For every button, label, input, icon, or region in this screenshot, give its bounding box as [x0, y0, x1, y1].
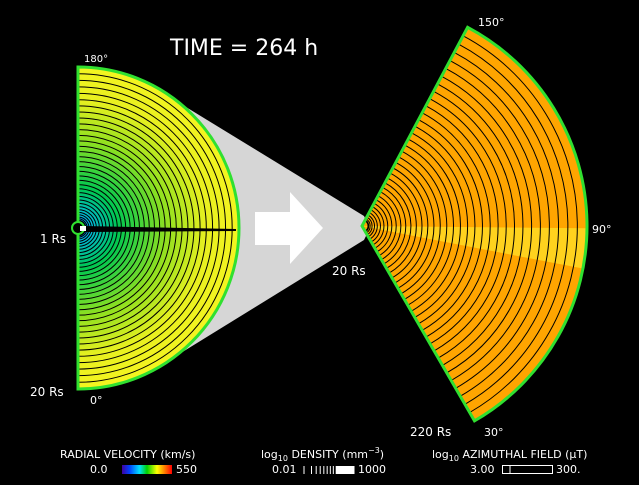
legend-min: 0.01: [272, 463, 297, 476]
contour: [373, 202, 389, 249]
legend-label: log10 AZIMUTHAL FIELD (μT): [432, 448, 587, 463]
contour: [433, 90, 515, 359]
legend-label-part: 10: [278, 454, 288, 463]
angle-label: 150°: [478, 16, 505, 29]
legend-min: 0.0: [90, 463, 108, 476]
stripe-solid: [336, 466, 354, 474]
contour: [387, 177, 417, 274]
contour: [78, 86, 220, 370]
legend-max: 550: [176, 463, 197, 476]
angle-label: 0°: [90, 394, 103, 407]
contour: [372, 206, 385, 246]
contour: [78, 92, 214, 364]
left-outline: [76, 65, 241, 391]
contour: [407, 138, 461, 312]
sun-marker: [80, 226, 86, 231]
contour: [437, 83, 524, 366]
contour: [441, 75, 533, 374]
contour: [411, 132, 469, 318]
contour: [78, 111, 195, 345]
legend-label-part: ): [380, 448, 384, 461]
angle-label: 90°: [592, 223, 612, 236]
contour: [454, 52, 560, 397]
right-outline: [360, 25, 589, 423]
title: TIME = 264 h: [169, 36, 318, 61]
legend-label-part: 10: [449, 454, 459, 463]
contour: [462, 35, 578, 413]
contour: [78, 105, 201, 351]
density-bar: [303, 466, 355, 474]
contour: [425, 105, 499, 345]
contour: [380, 191, 402, 261]
contour: [370, 209, 381, 243]
contour: [398, 156, 441, 295]
contour: [384, 182, 412, 269]
contour: [375, 199, 393, 253]
contour: [367, 214, 376, 238]
legend-max: 1000: [358, 463, 386, 476]
contour: [395, 162, 435, 289]
legend-max: 300.: [556, 463, 581, 476]
radius-label: 20 Rs: [30, 385, 64, 399]
legend-label-part: log: [261, 448, 278, 461]
contour: [78, 99, 207, 357]
contour: [78, 79, 226, 377]
contour: [414, 125, 476, 325]
contour: [429, 98, 507, 352]
contour: [368, 212, 378, 240]
contour: [449, 60, 550, 389]
angle-label: 180°: [84, 54, 108, 65]
legend-label-part: AZIMUTHAL FIELD (μT): [459, 448, 587, 461]
contour: [377, 195, 397, 257]
legend-label-part: RADIAL VELOCITY (km/s): [60, 448, 195, 461]
contour: [389, 172, 423, 279]
angle-label: 30°: [484, 426, 504, 439]
streamer-band: [362, 226, 587, 272]
contour: [78, 117, 189, 339]
contour: [404, 144, 454, 306]
legend-label-part: log: [432, 448, 449, 461]
legend-label: log10 DENSITY (mm−3): [261, 446, 384, 463]
contour: [458, 43, 569, 405]
contour: [445, 68, 541, 381]
contour: [366, 216, 373, 236]
radius-label: 20 Rs: [332, 264, 366, 278]
radius-label: 1 Rs: [40, 232, 66, 246]
contour: [78, 73, 233, 383]
field-bar: [502, 465, 553, 474]
contour: [401, 150, 448, 300]
contour: [421, 112, 491, 338]
contour: [382, 186, 407, 265]
legend-min: 3.00: [470, 463, 495, 476]
current-sheet: [84, 226, 236, 232]
radius-label: 220 Rs: [410, 425, 451, 439]
legend-label: RADIAL VELOCITY (km/s): [60, 448, 195, 461]
contour: [392, 167, 429, 284]
left-contours: [78, 67, 239, 389]
contour: [418, 119, 483, 331]
legend-label-part: −3: [368, 446, 380, 455]
legend-label-part: DENSITY (mm: [288, 448, 368, 461]
arrow: [255, 192, 323, 264]
colorbar: [122, 465, 172, 474]
